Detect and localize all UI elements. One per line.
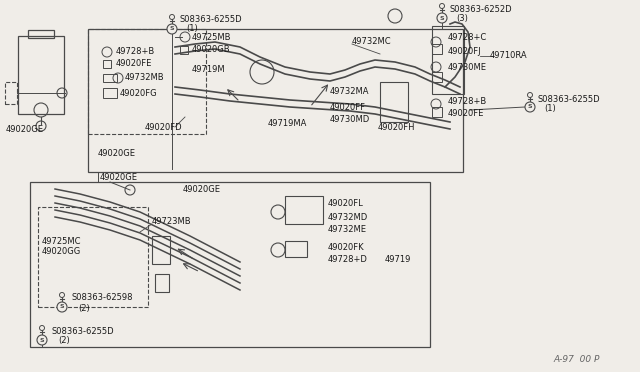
Circle shape: [525, 102, 535, 112]
Bar: [432, 26, 464, 94]
Bar: [5, 82, 17, 104]
Bar: [103, 88, 117, 98]
Circle shape: [37, 335, 47, 345]
Bar: [103, 74, 117, 82]
Text: 49730ME: 49730ME: [448, 62, 487, 71]
Bar: [155, 274, 169, 292]
Text: 49728+B: 49728+B: [116, 48, 156, 57]
Text: (1): (1): [544, 105, 556, 113]
Bar: [432, 107, 442, 117]
Bar: [38, 207, 148, 307]
Bar: [180, 46, 188, 54]
Bar: [103, 60, 111, 68]
Bar: [285, 241, 307, 257]
Text: 49020FL: 49020FL: [328, 199, 364, 208]
Text: S: S: [170, 26, 174, 32]
Text: S: S: [440, 16, 444, 20]
Text: 49728+B: 49728+B: [448, 97, 487, 106]
Text: S: S: [528, 105, 532, 109]
Circle shape: [437, 13, 447, 23]
Text: 49020FF: 49020FF: [330, 103, 366, 112]
Text: 49719: 49719: [385, 256, 412, 264]
Text: 49020FJ: 49020FJ: [448, 46, 482, 55]
Text: A-97  00 P: A-97 00 P: [554, 356, 600, 365]
Text: 49020FG: 49020FG: [120, 89, 157, 97]
Text: 49725MB: 49725MB: [192, 32, 232, 42]
Text: 49730MD: 49730MD: [330, 115, 371, 125]
Bar: [18, 36, 64, 114]
Bar: [432, 44, 442, 54]
Text: S: S: [40, 337, 44, 343]
Bar: [380, 82, 408, 122]
Bar: [152, 236, 170, 264]
Text: 49020FE: 49020FE: [116, 60, 152, 68]
Bar: [432, 72, 442, 82]
Text: 49728+D: 49728+D: [328, 256, 368, 264]
Circle shape: [167, 24, 177, 34]
Text: 49020FK: 49020FK: [328, 244, 365, 253]
Bar: [285, 196, 323, 224]
Bar: [30, 182, 430, 347]
Text: 49020GE: 49020GE: [98, 150, 136, 158]
Text: 49020GG: 49020GG: [42, 247, 81, 257]
Text: (2): (2): [58, 337, 70, 346]
Text: 49723MB: 49723MB: [152, 218, 191, 227]
Bar: [88, 29, 206, 134]
Circle shape: [57, 302, 67, 312]
Text: 49020GE: 49020GE: [6, 125, 44, 135]
Text: (2): (2): [78, 304, 90, 312]
Text: 49020FH: 49020FH: [378, 122, 415, 131]
Text: 49710RA: 49710RA: [490, 51, 527, 61]
Text: 49732MD: 49732MD: [328, 212, 368, 221]
Text: 49020FD: 49020FD: [145, 122, 182, 131]
Text: 49719MA: 49719MA: [268, 119, 307, 128]
Text: S08363-6252D: S08363-6252D: [450, 4, 513, 13]
Text: 49020FE: 49020FE: [448, 109, 484, 119]
Text: 49725MC: 49725MC: [42, 237, 81, 247]
Text: 49020GE: 49020GE: [183, 186, 221, 195]
Text: 49728+C: 49728+C: [448, 32, 487, 42]
Text: (3): (3): [456, 13, 468, 22]
Text: 49732MB: 49732MB: [125, 74, 164, 83]
Text: 49020GB: 49020GB: [192, 45, 230, 55]
Text: S08363-6255D: S08363-6255D: [180, 16, 243, 25]
Bar: [88, 29, 463, 172]
Text: 49020GE: 49020GE: [100, 173, 138, 182]
Text: S08363-6255D: S08363-6255D: [538, 94, 600, 103]
Text: 49732MA: 49732MA: [330, 87, 369, 96]
Text: 49732MC: 49732MC: [352, 38, 392, 46]
Bar: [28, 30, 54, 38]
Text: 49732ME: 49732ME: [328, 224, 367, 234]
Text: 49719M: 49719M: [192, 64, 226, 74]
Text: S: S: [60, 305, 64, 310]
Text: (1): (1): [186, 25, 198, 33]
Text: S08363-6255D: S08363-6255D: [52, 327, 115, 336]
Text: S08363-62598: S08363-62598: [72, 294, 134, 302]
